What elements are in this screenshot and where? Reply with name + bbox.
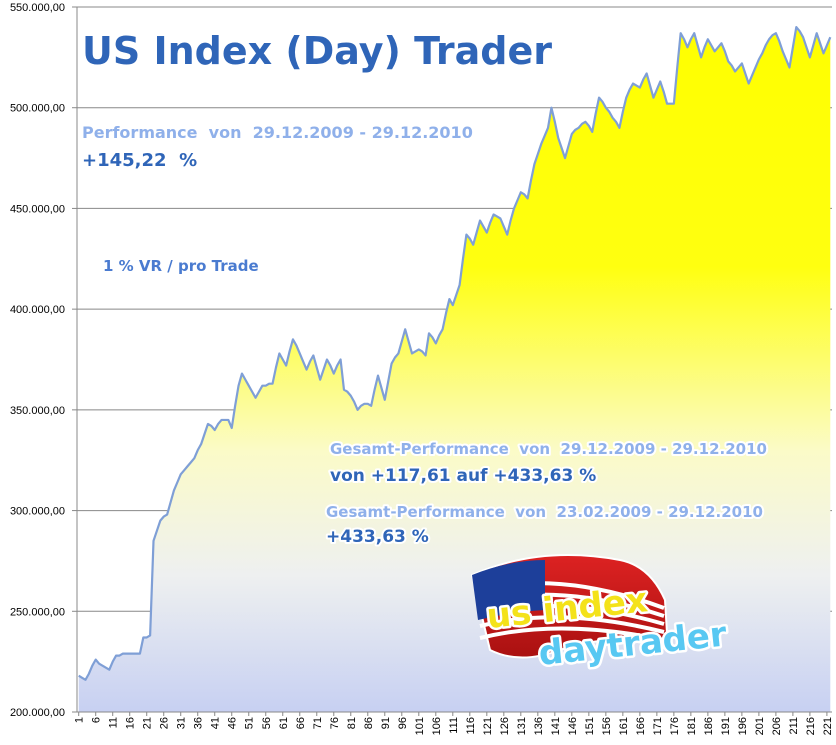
- logo-canton: [472, 560, 545, 620]
- x-tick-label: 116: [465, 717, 477, 735]
- x-tick-label: 156: [601, 717, 613, 735]
- area-fill: [78, 27, 831, 712]
- x-tick-label: 41: [210, 717, 222, 729]
- annotation: 1 % VR / pro Trade: [103, 257, 259, 275]
- x-tick-label: 146: [567, 717, 579, 735]
- x-tick-label: 206: [771, 717, 783, 735]
- logo-stripe: [479, 626, 665, 642]
- x-tick-label: 6: [91, 717, 103, 723]
- x-tick-label: 216: [805, 717, 817, 735]
- x-tick-label: 126: [499, 717, 511, 735]
- x-tick-label: 21: [142, 717, 154, 729]
- y-tick-label: 550.000,00: [10, 2, 65, 14]
- area-line: [78, 26, 832, 681]
- x-tick-label: 221: [822, 717, 834, 735]
- x-tick-label: 141: [550, 717, 562, 735]
- x-tick-label: 101: [414, 717, 426, 735]
- x-tick-label: 176: [669, 717, 681, 735]
- x-tick-label: 91: [380, 717, 392, 729]
- x-tick-label: 81: [346, 717, 358, 729]
- y-tick-label: 450.000,00: [10, 203, 65, 215]
- x-tick-label: 51: [244, 717, 256, 729]
- x-tick-label: 161: [618, 717, 630, 735]
- chart-title: US Index (Day) Trader: [82, 29, 552, 73]
- x-tick-label: 11: [108, 717, 120, 728]
- logo-stripe: [479, 615, 665, 634]
- annotation: Gesamt-Performance von 23.02.2009 - 29.1…: [326, 503, 763, 521]
- x-tick-label: 111: [448, 717, 460, 734]
- x-tick-label: 16: [125, 717, 137, 729]
- x-tick-label: 196: [737, 717, 749, 735]
- x-tick-label: 136: [533, 717, 545, 735]
- x-tick-label: 211: [788, 717, 800, 735]
- x-tick-label: 151: [584, 717, 596, 735]
- y-tick-label: 300.000,00: [10, 506, 65, 518]
- x-tick-label: 96: [397, 717, 409, 729]
- annotation: von +117,61 auf +433,63 %: [330, 466, 596, 486]
- x-tick-label: 36: [193, 717, 205, 729]
- y-tick-label: 350.000,00: [10, 405, 65, 417]
- y-tick-label: 250.000,00: [10, 606, 65, 618]
- x-tick-label: 191: [720, 717, 732, 735]
- x-tick-label: 166: [635, 717, 647, 735]
- annotation: Gesamt-Performance von 29.12.2009 - 29.1…: [330, 440, 767, 458]
- x-tick-label: 186: [703, 717, 715, 735]
- x-tick-label: 86: [363, 717, 375, 729]
- x-tick-label: 46: [227, 717, 239, 729]
- annotation: +145,22 %: [82, 150, 197, 171]
- x-tick-label: 121: [482, 717, 494, 735]
- y-tick-label: 400.000,00: [10, 304, 65, 316]
- x-tick-label: 1: [74, 717, 86, 723]
- annotation: +433,63 %: [326, 527, 429, 547]
- y-tick-label: 500.000,00: [10, 103, 65, 115]
- x-tick-label: 76: [329, 717, 341, 729]
- y-tick-label: 200.000,00: [10, 707, 65, 719]
- x-tick-label: 131: [516, 717, 528, 735]
- annotation: Performance von 29.12.2009 - 29.12.2010: [82, 123, 473, 142]
- x-tick-label: 201: [754, 717, 766, 735]
- x-tick-label: 66: [295, 717, 307, 729]
- x-tick-label: 171: [652, 717, 664, 735]
- x-tick-label: 56: [261, 717, 273, 729]
- x-tick-label: 71: [312, 717, 324, 729]
- x-tick-label: 106: [431, 717, 443, 735]
- x-tick-label: 61: [278, 717, 290, 729]
- x-tick-label: 181: [686, 717, 698, 735]
- x-tick-label: 31: [176, 717, 188, 729]
- x-tick-label: 26: [159, 717, 171, 729]
